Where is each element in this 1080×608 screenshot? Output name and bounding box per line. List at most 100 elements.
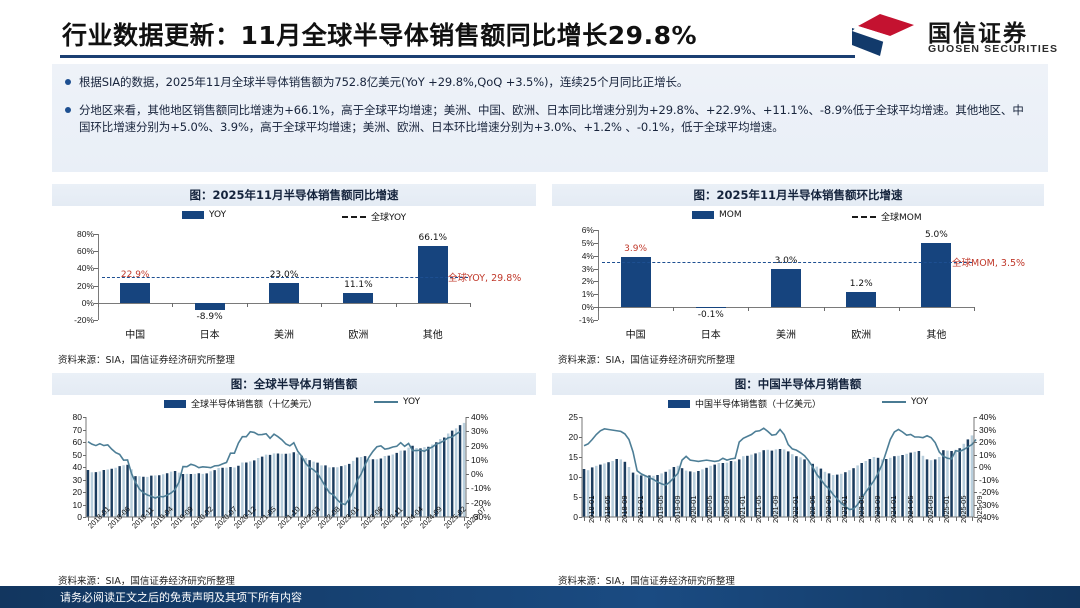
reference-line-note: 全球YOY, 29.8% [448, 273, 522, 285]
bar-column [811, 463, 814, 517]
x-axis-tick [214, 517, 216, 521]
bar-column [803, 459, 806, 517]
bar-column [962, 443, 966, 517]
y-axis-right-tick [466, 488, 469, 490]
bar-column [733, 461, 737, 517]
bar-column [201, 473, 204, 518]
x-axis-zero-line [598, 307, 974, 309]
y-axis-tick [94, 285, 98, 287]
y-axis-left-tick [579, 517, 582, 518]
bar-column [256, 458, 260, 517]
x-axis-tick-label: 2018-05 [603, 495, 613, 523]
x-axis-tick [400, 517, 402, 521]
bar-column [411, 445, 414, 517]
bar-column [835, 474, 839, 517]
x-axis-tick [151, 517, 153, 521]
bar-column [721, 463, 725, 517]
y-axis-tick [594, 320, 598, 321]
bar-column [688, 471, 692, 517]
bar-column [106, 469, 109, 517]
bar-column [185, 473, 189, 518]
bar-value-label: 23.0% [269, 270, 299, 281]
yoy-line-series [583, 427, 977, 511]
y-axis-tick [594, 268, 598, 270]
bar-column [795, 456, 798, 517]
y-axis-right-tick [974, 492, 977, 493]
bar-column [970, 435, 974, 517]
bar-column [225, 467, 228, 518]
bar-column [770, 450, 774, 517]
bar-column [260, 456, 264, 517]
chart-card-china-monthly: 图：中国半导体月销售额 25 20 15 10 5 0 40% 30% 20% 10% 0% -10%… [552, 373, 1044, 587]
bar-column [288, 453, 292, 518]
y-axis-left-tick [579, 457, 582, 458]
x-axis-tick [735, 517, 737, 521]
bar-column [697, 471, 700, 517]
bar-column [423, 447, 426, 518]
legend-series-bar: MOM [692, 210, 742, 220]
bar-column [799, 457, 802, 517]
y-axis-tick-label: 2% [581, 276, 594, 287]
bullet-dot-icon [65, 107, 71, 113]
bar-column [458, 425, 462, 518]
legend-series-bar: 中国半导体销售额（十亿美元） [668, 397, 821, 410]
y-axis-right-tick [466, 517, 469, 518]
x-axis-tick [107, 517, 109, 521]
y-axis-left-tick-label: 5 [573, 492, 578, 502]
bar-value-label: 11.1% [344, 280, 373, 291]
bar-column [387, 455, 391, 518]
x-axis-tick-label: 2021-09 [770, 495, 780, 523]
x-axis-tick [886, 517, 888, 521]
y-axis-tick [94, 234, 98, 235]
legend-swatch-bar [164, 399, 186, 408]
bar-column [154, 475, 157, 518]
bar-column [431, 444, 434, 517]
x-axis-tick [254, 517, 256, 521]
chart-card-yoy: 图：2025年11月半导体销售额同比增速 80% 60% 40% 20% 0% -20% 2… [52, 184, 536, 370]
bar-column [905, 453, 908, 517]
x-axis-tick-label: 2023-09 [872, 495, 882, 523]
y-axis-right-tick [974, 467, 977, 468]
x-axis-tick [902, 517, 904, 521]
x-axis-tick-label: 2021-01 [738, 495, 748, 523]
bar-column [308, 460, 311, 518]
bullet-text: 分地区来看，其他地区销售额同比增速为+66.1%，高于全球平均增速；美洲、中国、… [79, 103, 1024, 134]
y-axis-right-tick [466, 459, 469, 461]
y-axis-tick [94, 302, 98, 304]
bar-column [840, 473, 843, 517]
bar-column [644, 475, 647, 517]
bar-column [631, 472, 635, 517]
x-axis-tick [317, 517, 319, 521]
bar-column [762, 450, 765, 517]
y-axis-tick [594, 255, 598, 257]
bar-column [635, 474, 639, 517]
bar-column [221, 467, 224, 517]
legend-label: MOM [719, 210, 742, 220]
chart-source-note: 资料来源：SIA，国信证券经济研究所整理 [558, 576, 735, 587]
bar-column [114, 467, 117, 517]
x-axis-category-label: 欧洲 [348, 330, 369, 341]
bar-column [181, 474, 185, 517]
legend-label: 全球YOY [371, 213, 407, 223]
bar-column [312, 461, 315, 518]
y-axis-right-tick [974, 442, 977, 443]
legend-swatch-bar [668, 399, 690, 408]
bullet-text: 根据SIA的数据，2025年11月全球半导体销售额为752.8亿美元(YoY +… [79, 75, 689, 89]
y-axis-right-tick-label: -40% [979, 512, 999, 522]
bar-column [660, 473, 663, 517]
y-axis-right-tick [974, 417, 977, 418]
bar-column [742, 456, 745, 517]
x-axis-tick [633, 517, 635, 521]
bar-column [118, 466, 121, 518]
bar-column [403, 450, 406, 517]
bar-column [439, 439, 442, 517]
bar-column [189, 474, 193, 517]
legend-swatch-bar [182, 211, 204, 219]
bar-column [324, 465, 327, 518]
x-axis-tick [898, 307, 900, 312]
bar-column [320, 465, 323, 518]
bar-column [237, 465, 240, 517]
bar-column [435, 442, 438, 517]
bar-column [893, 456, 896, 517]
x-axis-tick-label: 2019-01 [636, 495, 646, 523]
